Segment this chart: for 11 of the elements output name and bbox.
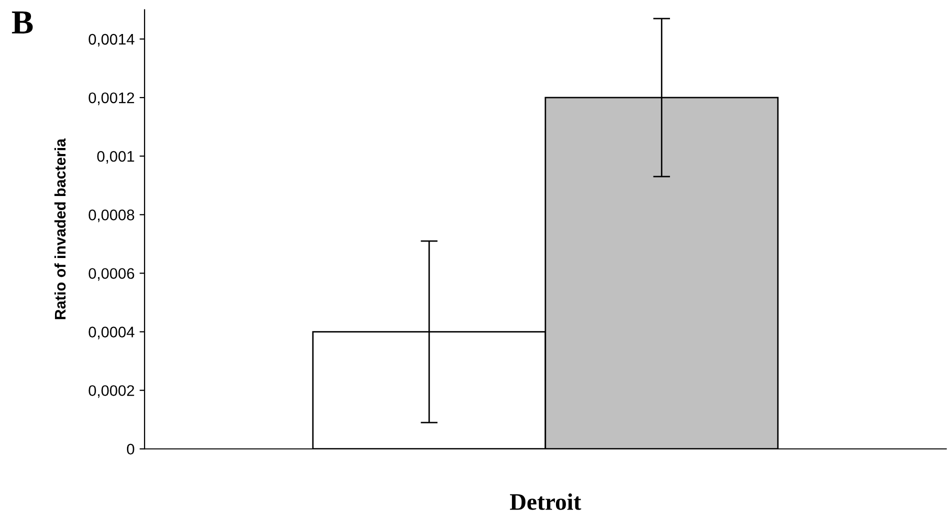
y-tick-label: 0,0012 — [88, 92, 134, 106]
y-tick-label: 0,0008 — [88, 210, 134, 222]
y-tick-label: 0,0002 — [88, 385, 134, 398]
y-tick-label: 0,0004 — [88, 326, 134, 340]
y-tick-label: 0,0006 — [88, 268, 134, 281]
x-tick-label: Detroit — [510, 493, 582, 510]
y-tick-label: 0,0014 — [88, 34, 134, 47]
y-tick-label: 0,001 — [97, 150, 134, 164]
y-tick-label: 0 — [126, 444, 134, 455]
y-axis-title: Ratio of invaded bacteria — [54, 138, 66, 320]
text: B — [12, 12, 33, 34]
